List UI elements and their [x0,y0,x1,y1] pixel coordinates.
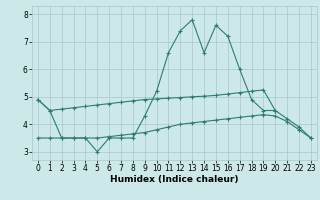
X-axis label: Humidex (Indice chaleur): Humidex (Indice chaleur) [110,175,239,184]
